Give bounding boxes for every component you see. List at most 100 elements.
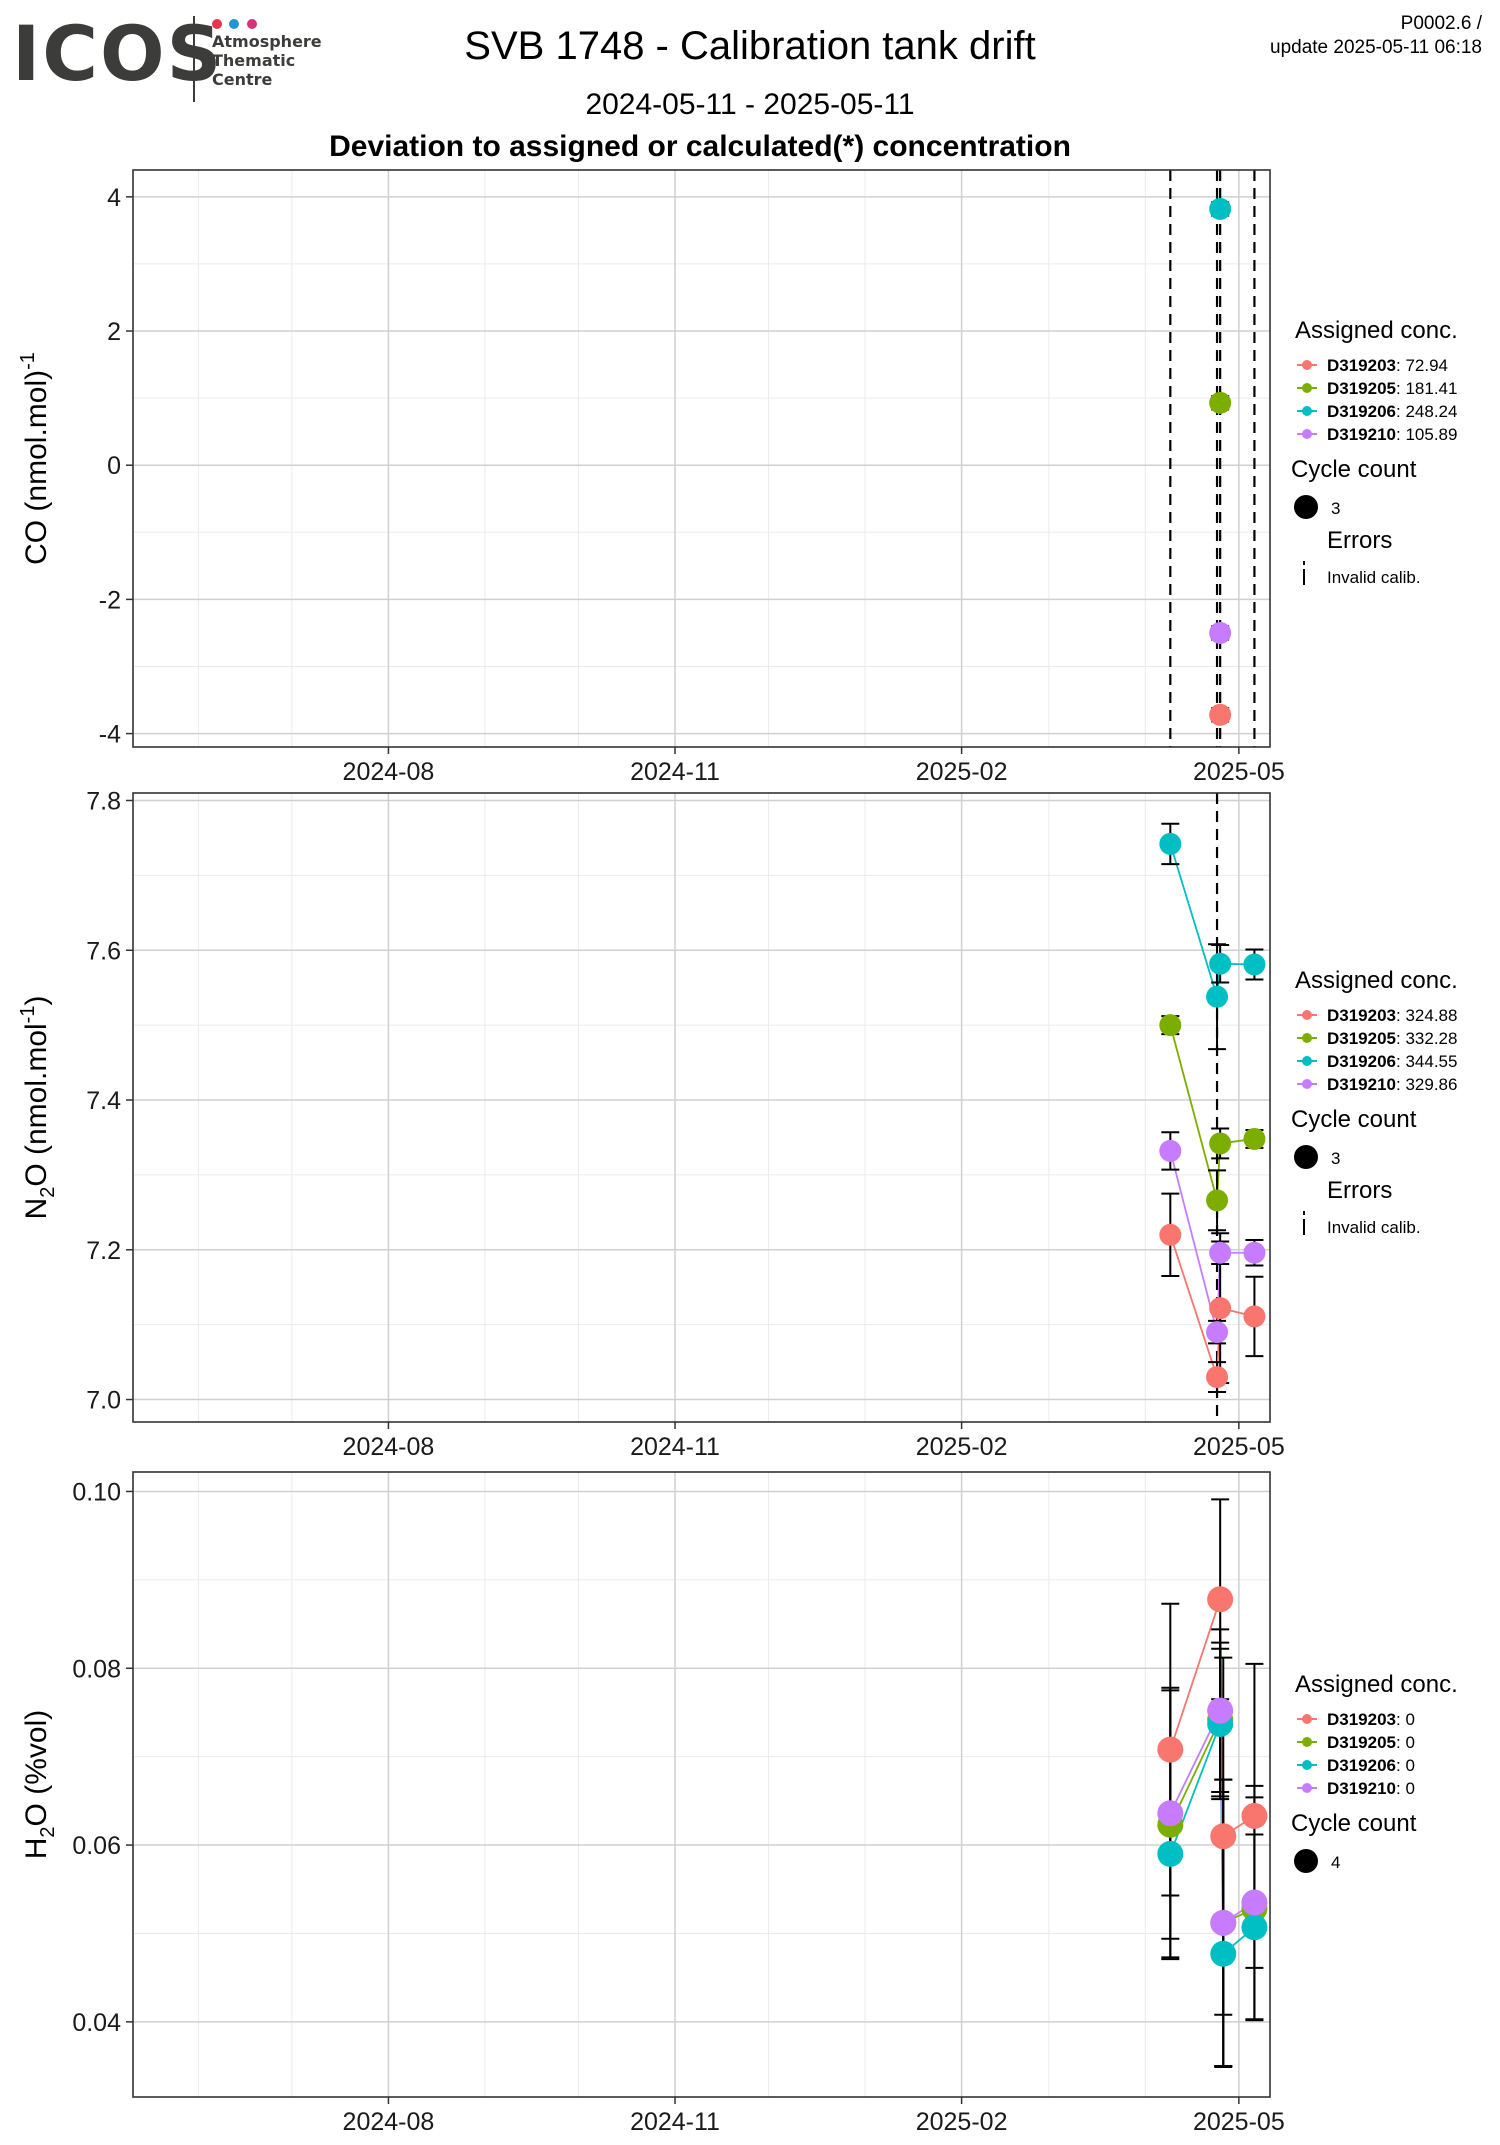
legend-separator: : bbox=[1396, 1029, 1405, 1048]
legend-item-label: D319206: 344.55 bbox=[1327, 1052, 1457, 1071]
legend-separator: : bbox=[1396, 402, 1405, 421]
y-axis-title-part: H bbox=[20, 1838, 53, 1860]
chart-panel-1: -4 -2 0 2 4 2024-08 2024-11 2025-02 2025-05 CO (n… bbox=[17, 169, 1458, 786]
legend-item-D319205: D319205: 332.28 bbox=[1297, 1029, 1457, 1048]
legend-errors-title: Errors bbox=[1327, 527, 1392, 554]
data-point-D319210 bbox=[1157, 1800, 1184, 1827]
y-axis-title: CO (nmol.mol)-1 bbox=[17, 352, 53, 565]
logo-dot-pink bbox=[246, 19, 257, 29]
legend-tank-id: D319205 bbox=[1327, 1029, 1396, 1048]
y-tick-label: 7.4 bbox=[86, 1087, 121, 1115]
legend-separator: : bbox=[1396, 1733, 1405, 1752]
x-tick-label: 2024-11 bbox=[630, 758, 720, 786]
legend-item-D319206: D319206: 248.24 bbox=[1297, 402, 1457, 421]
y-tick-label: -2 bbox=[99, 586, 121, 614]
legend-cycle-symbol bbox=[1294, 1145, 1318, 1169]
legend-title: Assigned conc. bbox=[1295, 967, 1458, 994]
legend-assigned-value: 248.24 bbox=[1405, 402, 1457, 421]
data-point-D319203 bbox=[1243, 1305, 1266, 1328]
legend-item-D319206: D319206: 344.55 bbox=[1297, 1052, 1457, 1071]
data-point-D319210 bbox=[1241, 1889, 1268, 1916]
legend-item-D319205: D319205: 181.41 bbox=[1297, 379, 1457, 398]
data-point-D319210 bbox=[1159, 1139, 1182, 1162]
y-axis-title: N2O (nmol.mol-1) bbox=[17, 996, 59, 1220]
legend-item-D319203: D319203: 72.94 bbox=[1297, 356, 1448, 375]
version-info: P0002.6 / update 2025-05-11 06:18 bbox=[1270, 12, 1482, 60]
legend-assigned-value: 0 bbox=[1405, 1779, 1414, 1798]
legend-item-D319203: D319203: 324.88 bbox=[1297, 1006, 1457, 1025]
legend-errors-item: Invalid calib. bbox=[1327, 568, 1421, 587]
y-tick-label: 0 bbox=[107, 452, 121, 480]
legend-tank-id: D319206 bbox=[1327, 1756, 1396, 1775]
legend-assigned-value: 181.41 bbox=[1405, 379, 1457, 398]
data-point-D319203 bbox=[1209, 703, 1232, 726]
logo-line: Thematic bbox=[212, 51, 296, 70]
x-tick-label: 2024-08 bbox=[343, 1433, 435, 1461]
y-tick-label: 0.08 bbox=[72, 1655, 121, 1683]
data-point-D319210 bbox=[1209, 621, 1232, 644]
x-tick-label: 2025-05 bbox=[1193, 2108, 1285, 2136]
x-tick-label: 2025-05 bbox=[1193, 758, 1285, 786]
legend-item-D319210: D319210: 329.86 bbox=[1297, 1075, 1457, 1094]
report-title: SVB 1748 - Calibration tank drift bbox=[464, 24, 1036, 68]
chart-panel-2: 7.0 7.2 7.4 7.6 7.8 2024-08 2024-11 2025-02 2025… bbox=[17, 787, 1458, 1461]
logo-subtitle: Atmosphere Thematic Centre bbox=[212, 32, 322, 89]
data-point-D319210 bbox=[1210, 1909, 1237, 1936]
data-point-D319206 bbox=[1206, 985, 1229, 1008]
legend-item-label: D319203: 72.94 bbox=[1327, 356, 1448, 375]
legend-item-D319205: D319205: 0 bbox=[1297, 1733, 1415, 1752]
data-point-D319205 bbox=[1159, 1014, 1182, 1037]
legend-swatch-dot bbox=[1302, 429, 1312, 439]
x-tick-label: 2024-11 bbox=[630, 2108, 720, 2136]
y-axis-title-part: ) bbox=[20, 996, 53, 1006]
chart-subtitle: Deviation to assigned or calculated(*) c… bbox=[329, 130, 1071, 163]
y-tick-label: 7.8 bbox=[86, 787, 121, 815]
legend-item-label: D319206: 248.24 bbox=[1327, 402, 1457, 421]
legend-item-label: D319205: 181.41 bbox=[1327, 379, 1457, 398]
legend-tank-id: D319203 bbox=[1327, 356, 1396, 375]
legend-item-label: D319206: 0 bbox=[1327, 1756, 1415, 1775]
legend-tank-id: D319206 bbox=[1327, 402, 1396, 421]
legend-item-label: D319205: 0 bbox=[1327, 1733, 1415, 1752]
legend-errors-item: Invalid calib. bbox=[1327, 1218, 1421, 1237]
data-point-D319203 bbox=[1241, 1802, 1268, 1829]
legend-separator: : bbox=[1396, 1052, 1405, 1071]
legend-assigned-value: 0 bbox=[1405, 1733, 1414, 1752]
legend-cycle-symbol bbox=[1294, 1849, 1318, 1873]
y-axis-title: H2O (%vol) bbox=[20, 1710, 59, 1859]
legend: Assigned conc. D319203: 72.94 D319205: 181… bbox=[1291, 317, 1458, 587]
data-point-D319206 bbox=[1241, 1914, 1268, 1941]
data-point-D319203 bbox=[1159, 1223, 1182, 1246]
legend-cycle-symbol bbox=[1294, 495, 1318, 519]
y-axis-title-part: ) bbox=[20, 370, 53, 380]
legend-tank-id: D319205 bbox=[1327, 1733, 1396, 1752]
legend-tank-id: D319210 bbox=[1327, 1075, 1396, 1094]
legend-errors-title: Errors bbox=[1327, 1177, 1392, 1204]
legend-separator: : bbox=[1396, 1075, 1405, 1094]
y-axis-title-superscript: -1 bbox=[17, 1006, 39, 1024]
legend-tank-id: D319210 bbox=[1327, 425, 1396, 444]
legend-swatch-dot bbox=[1302, 1760, 1312, 1770]
legend-tank-id: D319203 bbox=[1327, 1006, 1396, 1025]
legend-assigned-value: 0 bbox=[1405, 1756, 1414, 1775]
legend-item-label: D319210: 0 bbox=[1327, 1779, 1415, 1798]
legend-cycle-title: Cycle count bbox=[1291, 456, 1417, 483]
y-tick-label: 0.06 bbox=[72, 1832, 121, 1860]
legend-separator: : bbox=[1396, 356, 1405, 375]
x-tick-label: 2024-08 bbox=[343, 758, 435, 786]
legend-swatch-dot bbox=[1302, 1783, 1312, 1793]
x-tick-label: 2025-02 bbox=[916, 758, 1008, 786]
legend-tank-id: D319203 bbox=[1327, 1710, 1396, 1729]
y-axis-title-part: O (nmol.mol bbox=[20, 1023, 53, 1186]
y-axis-title-part: N bbox=[20, 1198, 53, 1220]
legend-separator: : bbox=[1396, 1756, 1405, 1775]
data-point-D319205 bbox=[1209, 1132, 1232, 1155]
y-axis-title-part: CO (nmol.mol bbox=[20, 380, 53, 565]
report-header: ICOS Atmosphere Thematic Centre SVB 1748… bbox=[0, 0, 1500, 175]
logo-dot-blue bbox=[229, 19, 240, 29]
data-point-D319203 bbox=[1209, 1297, 1232, 1320]
legend-swatch-dot bbox=[1302, 1010, 1312, 1020]
legend-swatch-dot bbox=[1302, 1033, 1312, 1043]
legend-assigned-value: 105.89 bbox=[1405, 425, 1457, 444]
